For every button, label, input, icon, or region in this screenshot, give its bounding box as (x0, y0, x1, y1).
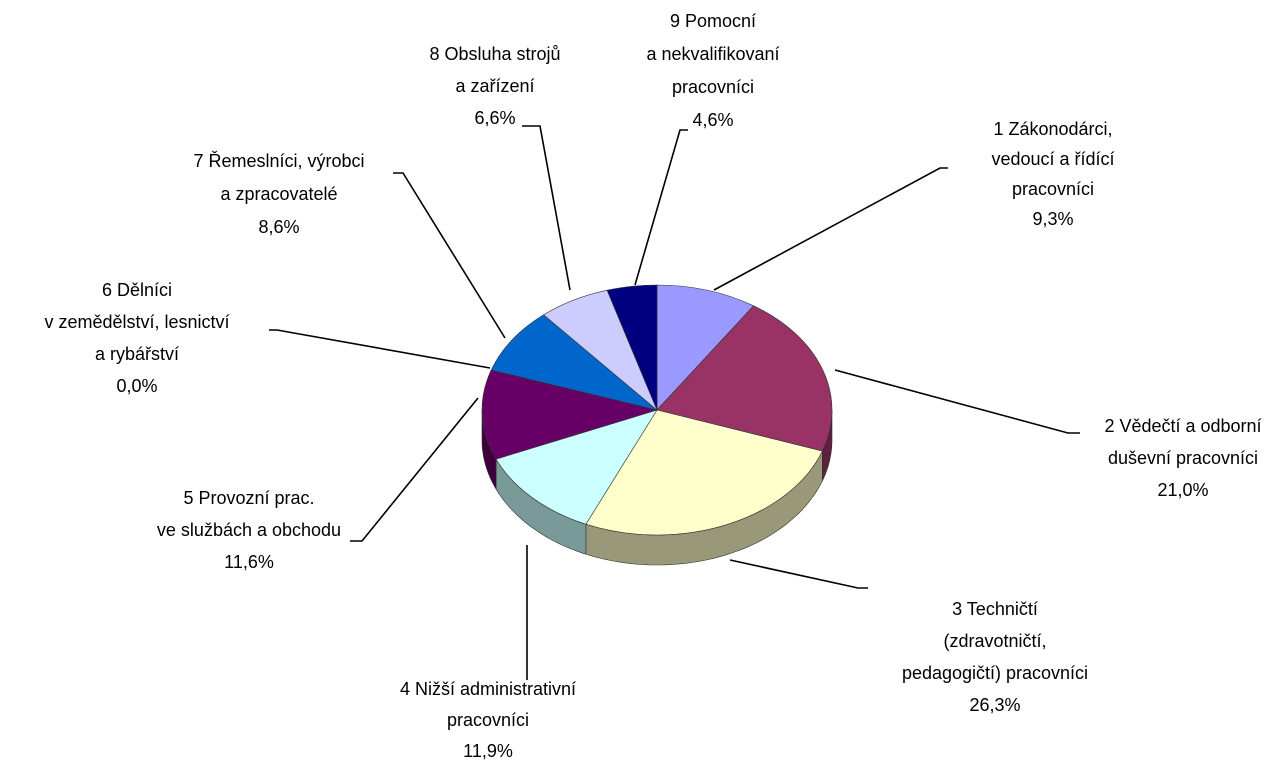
value-label: 9,3% (1032, 209, 1073, 229)
slice (490, 314, 658, 411)
slice-label: 9 Pomocní (670, 11, 756, 31)
slice-label: 1 Zákonodárci, (993, 119, 1112, 139)
slice (481, 369, 659, 460)
slice-label: 2 Vědečtí a odborní (1104, 416, 1261, 436)
slice-label: v zemědělství, lesnictví (44, 312, 229, 332)
leader-line (350, 397, 479, 542)
slice-label: pracovníci (672, 77, 754, 97)
slice-label: pracovníci (447, 710, 529, 730)
slice-label: a zpracovatelé (220, 184, 337, 204)
value-label: 11,9% (463, 741, 513, 760)
slice (585, 409, 823, 536)
leader-line (713, 167, 948, 291)
slice-label: a zařízení (455, 76, 534, 96)
value-label: 6,6% (474, 108, 515, 128)
leader-line (634, 129, 688, 286)
slice-label: 6 Dělníci (102, 280, 172, 300)
value-label: 4,6% (692, 110, 733, 130)
value-label: 8,6% (258, 217, 299, 237)
leader-line (729, 559, 868, 589)
slice-label: duševní pracovníci (1108, 448, 1258, 468)
slice (656, 284, 755, 411)
slice (495, 409, 658, 525)
slice-label: a rybářství (95, 344, 179, 364)
leader-line (393, 172, 506, 339)
slice-label: 8 Obsluha strojů (429, 44, 560, 64)
leader-line (522, 125, 571, 291)
slice-label: (zdravotničtí, (943, 631, 1046, 651)
slice (656, 305, 833, 452)
slice-label: pedagogičtí) pracovníci (902, 663, 1088, 683)
slice-label: 5 Provozní prac. (183, 488, 314, 508)
slice-label: 3 Techničtí (952, 599, 1038, 619)
slice-label: 7 Řemeslníci, výrobci (193, 151, 364, 171)
leader-line (269, 329, 491, 369)
value-label: 21,0% (1157, 480, 1208, 500)
leader-line (834, 369, 1080, 434)
slice-label: 4 Nižší administrativní (400, 679, 576, 699)
slice-label: vedoucí a řídící (991, 149, 1114, 169)
slice (606, 284, 658, 411)
value-label: 0,0% (116, 376, 157, 396)
slice-label: pracovníci (1012, 179, 1094, 199)
slice-label: a nekvalifikovaní (646, 44, 779, 64)
slice-label: ve službách a obchodu (157, 520, 341, 540)
value-label: 26,3% (969, 695, 1020, 715)
value-label: 11,6% (224, 552, 274, 572)
